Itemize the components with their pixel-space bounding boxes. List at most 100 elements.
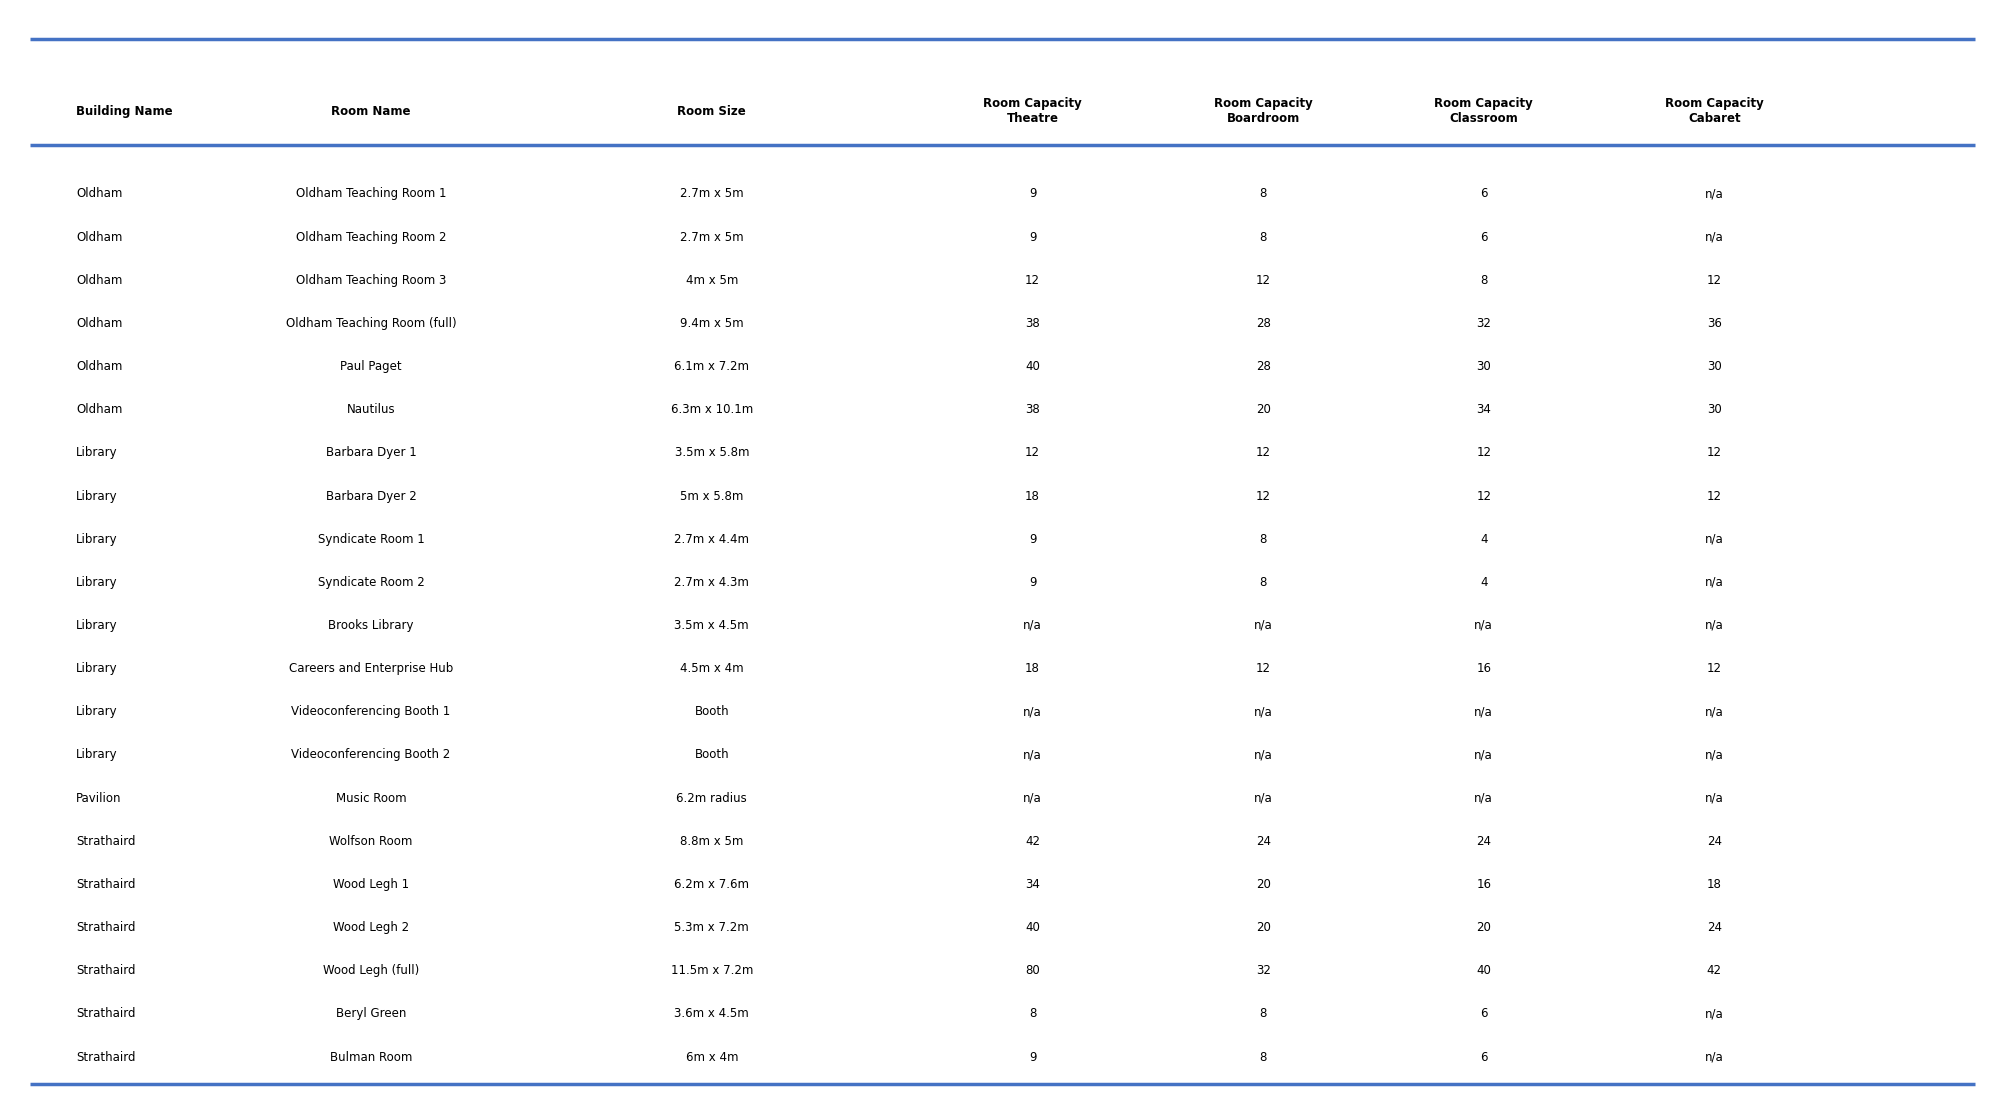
Text: Library: Library: [76, 662, 118, 675]
Text: n/a: n/a: [1474, 792, 1494, 805]
Text: 8: 8: [1259, 1007, 1267, 1021]
Text: Room Capacity
Theatre: Room Capacity Theatre: [982, 97, 1083, 126]
Text: n/a: n/a: [1253, 748, 1273, 762]
Text: 9.4m x 5m: 9.4m x 5m: [680, 317, 744, 330]
Text: 34: 34: [1025, 878, 1041, 891]
Text: 38: 38: [1025, 404, 1041, 416]
Text: 24: 24: [1476, 835, 1492, 847]
Text: 16: 16: [1476, 878, 1492, 891]
Text: Booth: Booth: [694, 705, 730, 718]
Text: 40: 40: [1476, 964, 1492, 977]
Text: Paul Paget: Paul Paget: [341, 360, 401, 373]
Text: n/a: n/a: [1704, 1051, 1724, 1063]
Text: 28: 28: [1255, 360, 1271, 373]
Text: Wood Legh 2: Wood Legh 2: [333, 921, 409, 934]
Text: 8: 8: [1259, 230, 1267, 244]
Text: n/a: n/a: [1023, 705, 1043, 718]
Text: Library: Library: [76, 705, 118, 718]
Text: 4: 4: [1480, 533, 1488, 546]
Text: n/a: n/a: [1704, 230, 1724, 244]
Text: 9: 9: [1029, 576, 1037, 589]
Text: 12: 12: [1255, 274, 1271, 287]
Text: 18: 18: [1025, 662, 1041, 675]
Text: 12: 12: [1476, 446, 1492, 459]
Text: Oldham Teaching Room (full): Oldham Teaching Room (full): [285, 317, 457, 330]
Text: Library: Library: [76, 748, 118, 762]
Text: 80: 80: [1025, 964, 1041, 977]
Text: 20: 20: [1255, 878, 1271, 891]
Text: Videoconferencing Booth 2: Videoconferencing Booth 2: [291, 748, 451, 762]
Text: Syndicate Room 2: Syndicate Room 2: [317, 576, 425, 589]
Text: Strathaird: Strathaird: [76, 878, 136, 891]
Text: 2.7m x 5m: 2.7m x 5m: [680, 230, 744, 244]
Text: n/a: n/a: [1704, 188, 1724, 200]
Text: 6.3m x 10.1m: 6.3m x 10.1m: [670, 404, 754, 416]
Text: 24: 24: [1255, 835, 1271, 847]
Text: Oldham: Oldham: [76, 188, 122, 200]
Text: 20: 20: [1255, 404, 1271, 416]
Text: 3.5m x 4.5m: 3.5m x 4.5m: [674, 619, 750, 632]
Text: 3.6m x 4.5m: 3.6m x 4.5m: [674, 1007, 750, 1021]
Text: 18: 18: [1706, 878, 1722, 891]
Text: Wolfson Room: Wolfson Room: [329, 835, 413, 847]
Text: Oldham Teaching Room 3: Oldham Teaching Room 3: [297, 274, 445, 287]
Text: 4.5m x 4m: 4.5m x 4m: [680, 662, 744, 675]
Text: 30: 30: [1706, 404, 1722, 416]
Text: Nautilus: Nautilus: [347, 404, 395, 416]
Text: 8: 8: [1259, 533, 1267, 546]
Text: 38: 38: [1025, 317, 1041, 330]
Text: n/a: n/a: [1704, 792, 1724, 805]
Text: 11.5m x 7.2m: 11.5m x 7.2m: [670, 964, 754, 977]
Text: 24: 24: [1706, 835, 1722, 847]
Text: 6m x 4m: 6m x 4m: [686, 1051, 738, 1063]
Text: Oldham: Oldham: [76, 360, 122, 373]
Text: n/a: n/a: [1023, 792, 1043, 805]
Text: 20: 20: [1476, 921, 1492, 934]
Text: n/a: n/a: [1704, 748, 1724, 762]
Text: Music Room: Music Room: [335, 792, 407, 805]
Text: 12: 12: [1255, 489, 1271, 503]
Text: n/a: n/a: [1474, 619, 1494, 632]
Text: 12: 12: [1706, 274, 1722, 287]
Text: 18: 18: [1025, 489, 1041, 503]
Text: 16: 16: [1476, 662, 1492, 675]
Text: 8: 8: [1480, 274, 1488, 287]
Text: 2.7m x 5m: 2.7m x 5m: [680, 188, 744, 200]
Text: Careers and Enterprise Hub: Careers and Enterprise Hub: [289, 662, 453, 675]
Text: 40: 40: [1025, 360, 1041, 373]
Text: 8.8m x 5m: 8.8m x 5m: [680, 835, 744, 847]
Text: 2.7m x 4.3m: 2.7m x 4.3m: [674, 576, 750, 589]
Text: Library: Library: [76, 576, 118, 589]
Text: Room Size: Room Size: [678, 105, 746, 118]
Text: Videoconferencing Booth 1: Videoconferencing Booth 1: [291, 705, 451, 718]
Text: Strathaird: Strathaird: [76, 1007, 136, 1021]
Text: 5m x 5.8m: 5m x 5.8m: [680, 489, 744, 503]
Text: 36: 36: [1706, 317, 1722, 330]
Text: 6: 6: [1480, 188, 1488, 200]
Text: Strathaird: Strathaird: [76, 964, 136, 977]
Text: n/a: n/a: [1023, 619, 1043, 632]
Text: Barbara Dyer 2: Barbara Dyer 2: [325, 489, 417, 503]
Text: 12: 12: [1706, 489, 1722, 503]
Text: 12: 12: [1706, 446, 1722, 459]
Text: Wood Legh 1: Wood Legh 1: [333, 878, 409, 891]
Text: Wood Legh (full): Wood Legh (full): [323, 964, 419, 977]
Text: 42: 42: [1706, 964, 1722, 977]
Text: Beryl Green: Beryl Green: [335, 1007, 407, 1021]
Text: 4: 4: [1480, 576, 1488, 589]
Text: 9: 9: [1029, 188, 1037, 200]
Text: 12: 12: [1476, 489, 1492, 503]
Text: Oldham: Oldham: [76, 317, 122, 330]
Text: Oldham: Oldham: [76, 230, 122, 244]
Text: 32: 32: [1476, 317, 1492, 330]
Text: 2.7m x 4.4m: 2.7m x 4.4m: [674, 533, 750, 546]
Text: 9: 9: [1029, 1051, 1037, 1063]
Text: 12: 12: [1706, 662, 1722, 675]
Text: Library: Library: [76, 489, 118, 503]
Text: 9: 9: [1029, 230, 1037, 244]
Text: 12: 12: [1025, 446, 1041, 459]
Text: Barbara Dyer 1: Barbara Dyer 1: [325, 446, 417, 459]
Text: n/a: n/a: [1474, 705, 1494, 718]
Text: 8: 8: [1259, 576, 1267, 589]
Text: n/a: n/a: [1704, 1007, 1724, 1021]
